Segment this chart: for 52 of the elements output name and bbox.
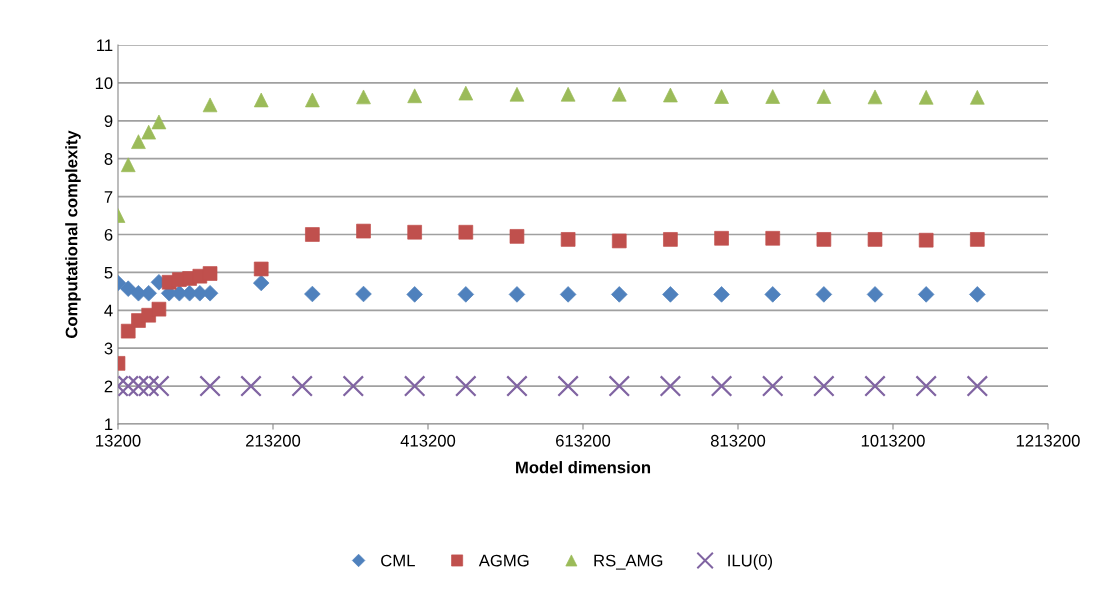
y-tick-label: 11 (97, 39, 113, 52)
x-tick-label: 613200 (556, 434, 611, 447)
x-axis-title: Model dimension (516, 461, 651, 474)
x-tick-label: 413200 (400, 434, 456, 447)
point (714, 231, 729, 246)
point (557, 375, 579, 397)
point (240, 375, 262, 397)
legend-label: RS_AMG (594, 554, 663, 570)
point (611, 233, 627, 249)
point (403, 375, 426, 397)
point (966, 375, 989, 397)
point (918, 232, 934, 248)
point (710, 375, 733, 397)
point (508, 286, 526, 303)
y-tick-label: 9 (104, 115, 113, 127)
y-axis-title: Computational complexity (65, 130, 81, 338)
point (454, 375, 477, 397)
y-tick-label: 5 (104, 266, 113, 279)
point (917, 286, 935, 303)
x-tick-label: 1213200 (1016, 434, 1080, 447)
point (559, 286, 577, 303)
point (342, 375, 365, 397)
x-tick-label: 813200 (710, 434, 766, 447)
point (864, 375, 886, 397)
y-tick-label: 10 (95, 77, 113, 90)
point (253, 261, 269, 277)
legend-label: AGMG (478, 554, 529, 567)
point (659, 375, 682, 397)
x-tick-label: 13200 (96, 434, 141, 447)
y-tick-label: 6 (104, 228, 113, 241)
x-tick-label: 1013200 (861, 434, 925, 447)
point (509, 229, 525, 244)
point (608, 375, 631, 397)
point (970, 232, 985, 247)
point (506, 375, 528, 397)
legend-label: CML (381, 554, 415, 567)
point (866, 286, 884, 303)
point (457, 286, 475, 303)
y-tick-label: 1 (105, 418, 113, 431)
y-tick-label: 4 (104, 304, 113, 317)
point (915, 375, 937, 397)
y-tick-label: 3 (104, 342, 113, 355)
y-tick-label: 7 (104, 191, 113, 203)
x-tick-label: 213200 (246, 434, 301, 447)
point (291, 375, 313, 397)
point (813, 375, 835, 397)
point (816, 232, 832, 247)
y-tick-label: 2 (104, 380, 113, 393)
point (761, 375, 784, 397)
legend-label: ILU(0) (728, 554, 773, 570)
y-tick-label: 8 (104, 153, 113, 165)
point (199, 375, 221, 397)
